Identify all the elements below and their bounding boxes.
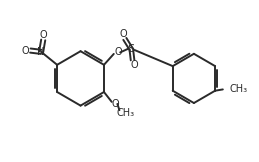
Text: O: O bbox=[130, 60, 138, 70]
Text: O: O bbox=[120, 29, 127, 39]
Text: S: S bbox=[128, 44, 135, 54]
Text: O: O bbox=[112, 99, 119, 110]
Text: O: O bbox=[22, 46, 30, 56]
Text: O: O bbox=[114, 47, 122, 57]
Text: N: N bbox=[38, 47, 45, 57]
Text: O: O bbox=[39, 30, 47, 40]
Text: CH₃: CH₃ bbox=[229, 84, 247, 94]
Text: CH₃: CH₃ bbox=[116, 108, 134, 118]
